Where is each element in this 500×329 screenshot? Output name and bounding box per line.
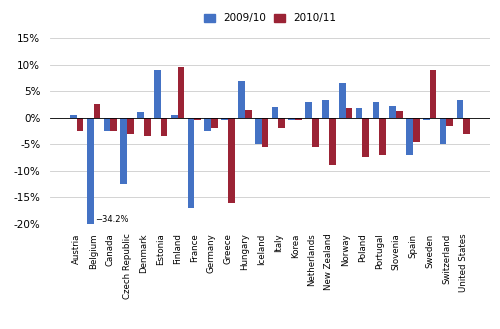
Text: −34.2%: −34.2% [95,215,128,224]
Bar [423,118,430,120]
Bar [178,67,184,118]
Bar [127,118,134,134]
Bar [161,118,168,136]
Bar [346,108,352,118]
Bar [329,118,336,165]
Bar [144,118,150,136]
Bar [76,118,84,131]
Bar [306,102,312,118]
Bar [104,118,110,131]
Bar [94,104,100,118]
Bar [272,107,278,118]
Bar [372,102,379,118]
Bar [406,118,413,155]
Bar [322,100,329,118]
Bar [228,118,234,203]
Bar [238,81,245,118]
Bar [110,118,117,131]
Bar [362,118,369,158]
Bar [288,118,295,120]
Bar [379,118,386,155]
Bar [188,118,194,208]
Bar [295,118,302,120]
Bar [171,115,177,118]
Bar [211,118,218,128]
Bar [390,106,396,118]
Legend: 2009/10, 2010/11: 2009/10, 2010/11 [204,13,336,23]
Bar [464,118,470,134]
Bar [396,111,403,118]
Bar [70,115,76,118]
Bar [87,118,94,299]
Bar [339,83,345,118]
Bar [278,118,285,128]
Bar [262,118,268,147]
Bar [413,118,420,141]
Bar [312,118,318,147]
Bar [120,118,127,184]
Bar [356,108,362,118]
Bar [137,113,144,118]
Bar [446,118,453,126]
Bar [440,118,446,144]
Bar [222,118,228,120]
Bar [245,110,252,118]
Bar [154,70,161,118]
Bar [204,118,211,131]
Bar [194,118,201,120]
Bar [430,70,436,118]
Bar [255,118,262,144]
Bar [456,100,464,118]
